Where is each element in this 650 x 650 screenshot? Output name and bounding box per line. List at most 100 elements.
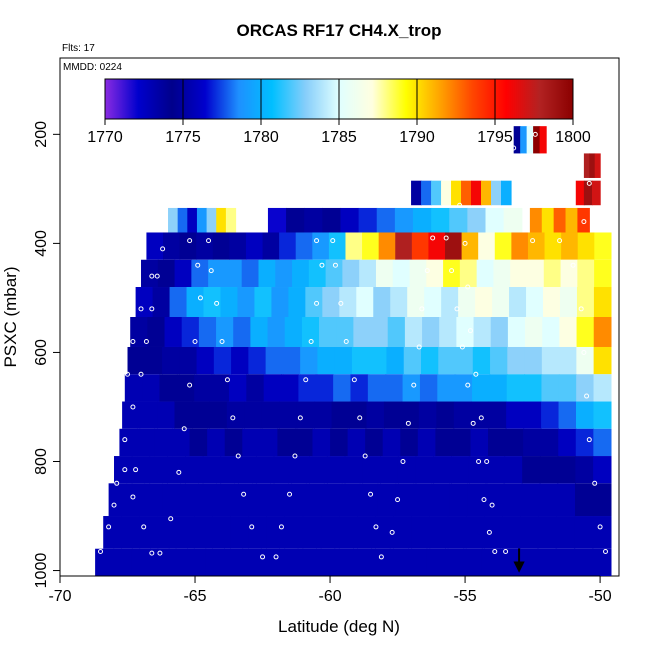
heatmap-cell	[216, 317, 234, 347]
heatmap-cell	[157, 259, 176, 288]
heatmap-cell	[560, 259, 578, 288]
heatmap-cell	[288, 483, 307, 517]
heatmap-cell	[315, 374, 334, 402]
flight-track-point	[597, 524, 603, 530]
heatmap-cell	[576, 287, 595, 317]
heatmap-cell	[577, 207, 590, 236]
heatmap-cell	[468, 456, 488, 484]
heatmap-cell	[418, 401, 437, 429]
heatmap-cell	[224, 259, 243, 288]
heatmap-cell	[242, 428, 261, 457]
heatmap	[95, 126, 612, 576]
heatmap-cell	[412, 207, 432, 236]
heatmap-cell	[119, 428, 138, 457]
flight-track-point	[586, 180, 592, 186]
flight-track-point	[149, 306, 155, 312]
heatmap-cell	[445, 548, 465, 576]
heatmap-cell	[445, 232, 463, 260]
heatmap-cell	[565, 207, 579, 236]
heatmap-cell	[456, 317, 475, 347]
heatmap-cell	[541, 374, 560, 402]
flight-track-point	[476, 458, 482, 464]
colorbar-tick-label: 1775	[165, 129, 201, 146]
heatmap-cell	[593, 374, 612, 402]
flight-track-point	[424, 268, 430, 274]
heatmap-cell	[574, 548, 594, 576]
heatmap-cell	[559, 287, 578, 317]
heatmap-cell	[245, 232, 264, 260]
heatmap-cell	[292, 259, 310, 288]
heatmap-cell	[451, 456, 470, 484]
date-note: MMDD: 0224	[63, 62, 122, 73]
flight-track-point	[224, 377, 230, 383]
heatmap-cell	[454, 374, 473, 402]
heatmap-cell	[238, 456, 257, 484]
heatmap-cell	[254, 287, 272, 317]
heatmap-cell	[435, 428, 454, 457]
heatmap-cell	[473, 317, 492, 347]
heatmap-cell	[314, 401, 333, 429]
flight-track-point	[400, 458, 406, 464]
heatmap-cell	[131, 548, 151, 576]
y-tick-label: 400	[33, 230, 50, 257]
flight-track-point	[114, 480, 120, 486]
heatmap-cell	[471, 401, 490, 429]
heatmap-cell	[443, 259, 461, 288]
heatmap-cell	[458, 287, 476, 317]
heatmap-cell	[252, 483, 271, 517]
heatmap-cell	[191, 259, 209, 288]
heatmap-cell	[184, 456, 204, 484]
heatmap-cell	[593, 401, 612, 429]
heatmap-cell	[492, 287, 510, 317]
flight-track-point	[503, 548, 509, 554]
heatmap-cell	[265, 346, 284, 375]
heatmap-cell	[557, 483, 576, 517]
y-tick-label: 200	[33, 121, 50, 148]
heatmap-cell	[526, 287, 544, 317]
flight-track-point	[111, 502, 117, 508]
heatmap-cell	[461, 180, 472, 206]
heatmap-cell	[220, 287, 239, 317]
heatmap-cell	[228, 374, 247, 402]
heatmap-cell	[279, 548, 299, 576]
heatmap-cell	[494, 232, 512, 260]
heatmap-cell	[489, 374, 508, 402]
colorbar-tick-label: 1800	[555, 129, 591, 146]
flight-track-point	[319, 262, 325, 268]
heatmap-cell	[397, 456, 417, 484]
flight-track-point	[187, 382, 193, 388]
heatmap-cell	[507, 346, 526, 375]
heatmap-cell	[386, 346, 405, 375]
heatmap-cell	[168, 548, 188, 576]
heatmap-cell	[459, 259, 478, 288]
flight-track-point	[343, 339, 349, 345]
heatmap-cell	[345, 232, 363, 260]
heatmap-cell	[224, 548, 244, 576]
heatmap-cell	[413, 483, 433, 517]
heatmap-cell	[225, 207, 237, 236]
heatmap-cell	[429, 516, 449, 549]
flight-track-point	[149, 550, 155, 556]
flight-track-point	[467, 328, 473, 334]
flight-track-point	[122, 467, 128, 473]
x-axis: -70 -65 -60 -55 -50	[48, 575, 612, 605]
heatmap-cell	[176, 374, 195, 402]
heatmap-cell	[592, 180, 601, 206]
heatmap-cell	[130, 317, 148, 347]
flight-track-point	[586, 437, 592, 443]
heatmap-cell	[475, 287, 493, 317]
heatmap-cell	[544, 232, 562, 260]
heatmap-cell	[431, 483, 451, 517]
latitude-arrow-marker	[513, 548, 525, 573]
heatmap-cell	[471, 180, 482, 206]
heatmap-cell	[179, 232, 197, 260]
heatmap-cell	[168, 207, 179, 236]
heatmap-cell	[380, 456, 399, 484]
heatmap-cell	[309, 456, 328, 484]
heatmap-cell	[542, 317, 560, 347]
flight-track-point	[368, 491, 374, 497]
flight-track-point	[449, 268, 455, 274]
heatmap-cell	[144, 346, 163, 375]
heatmap-cell	[296, 401, 315, 429]
heatmap-cell	[174, 401, 193, 429]
